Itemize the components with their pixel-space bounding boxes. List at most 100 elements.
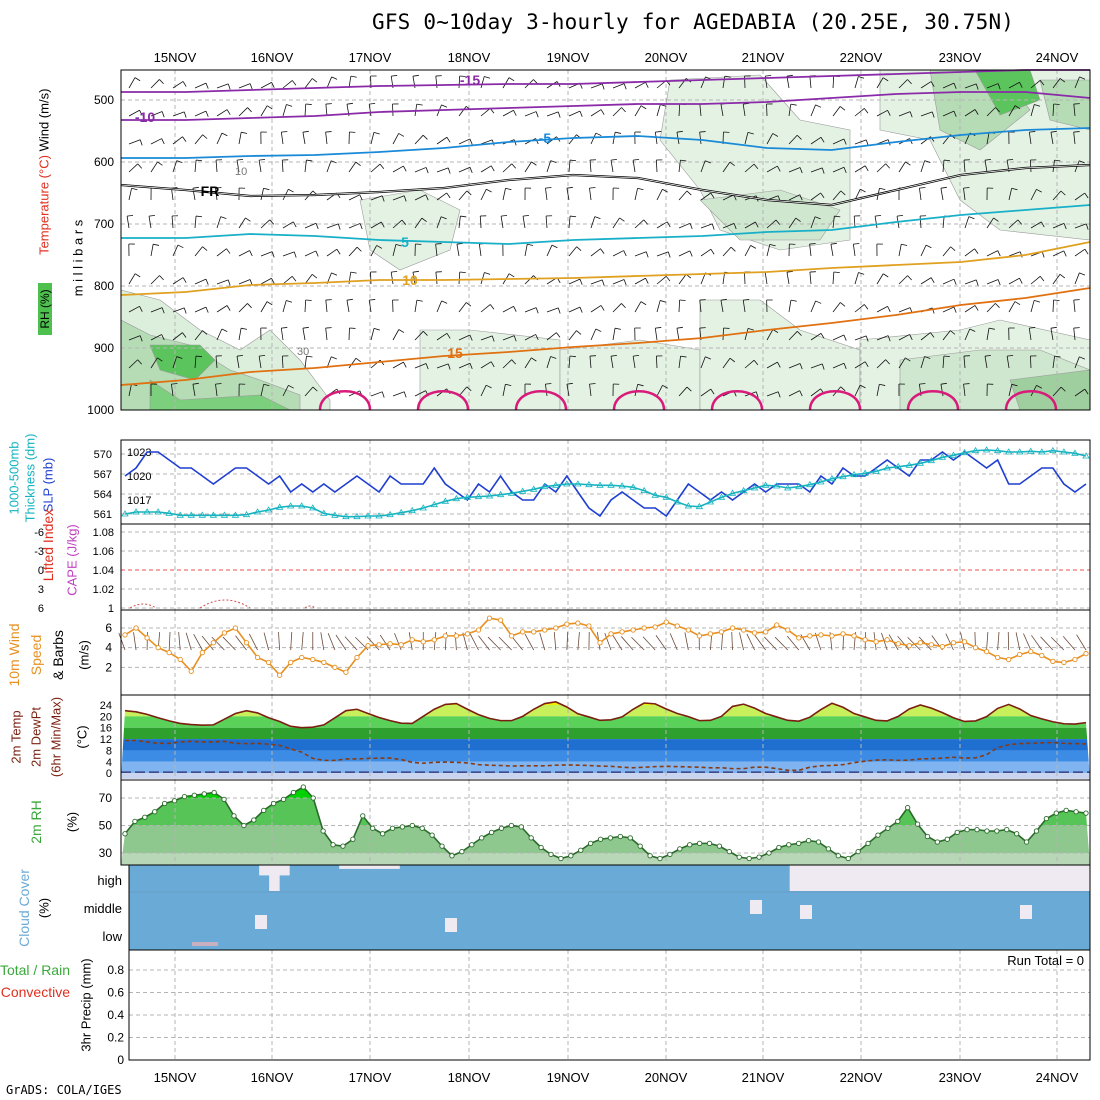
cloud-high-gap bbox=[859, 865, 871, 891]
precip-tick: 0.2 bbox=[107, 1031, 124, 1045]
wind10-ylabel-2: Speed bbox=[28, 635, 44, 675]
rh-legend-swatch bbox=[38, 283, 52, 335]
wind10-speed-line-point bbox=[276, 672, 283, 678]
rh2m-line-point bbox=[627, 835, 633, 841]
rh2m-line-point bbox=[122, 831, 128, 837]
thickness-line-point bbox=[938, 453, 947, 460]
wind10-speed-line-point bbox=[884, 637, 890, 643]
slp-tick: 1020 bbox=[127, 471, 151, 483]
wind10-tick: 4 bbox=[105, 641, 112, 655]
thickness-line-point bbox=[1038, 448, 1046, 455]
thickness-line-point bbox=[1082, 452, 1090, 459]
rh2m-line-point bbox=[914, 821, 921, 827]
cloud-high-gap bbox=[789, 865, 801, 891]
thickness-line-point bbox=[441, 497, 450, 504]
rh2m-line-point bbox=[409, 822, 415, 829]
wind10-speed-line-point bbox=[961, 639, 968, 645]
cloud-high-gap bbox=[259, 865, 270, 876]
thickness-line-point bbox=[231, 511, 240, 518]
rh2m-line-point bbox=[597, 836, 604, 842]
thickness-line-point bbox=[607, 481, 615, 488]
cloud-high-gap bbox=[1069, 865, 1081, 891]
rh2m-line-point bbox=[528, 835, 534, 841]
wind10-speed-line-point bbox=[696, 633, 703, 639]
lifted-index-tick: 6 bbox=[38, 603, 44, 615]
rh2m-tick: 50 bbox=[99, 819, 113, 833]
cloud-high-gap bbox=[359, 865, 370, 869]
time-label-bottom: 22NOV bbox=[840, 1070, 883, 1085]
time-label-bottom: 16NOV bbox=[251, 1070, 294, 1085]
wind10-speed-line-point bbox=[1006, 656, 1012, 663]
thickness-line-point bbox=[640, 486, 648, 494]
warm-contour bbox=[808, 390, 862, 411]
wind10-speed-line-point bbox=[398, 642, 404, 648]
rh2m-line-point bbox=[815, 839, 822, 845]
cloud-high-gap bbox=[999, 865, 1011, 891]
wind10-speed-line-point bbox=[818, 632, 824, 638]
rh2m-line-point bbox=[370, 825, 376, 831]
wind10-ylabel-4: (m/s) bbox=[77, 640, 92, 670]
rh2m-line-point bbox=[142, 814, 148, 820]
thickness-line-point bbox=[960, 448, 969, 456]
rh2m-line-point bbox=[964, 826, 970, 833]
wind10-speed-line-point bbox=[862, 637, 868, 643]
temperature-contour-label: 15 bbox=[447, 345, 463, 361]
warm-contour bbox=[710, 390, 764, 411]
cloud-high-gap bbox=[869, 865, 881, 891]
thickness-line-point bbox=[253, 508, 262, 515]
wind10-speed-line-point bbox=[608, 631, 614, 637]
rh2m-line-point bbox=[389, 825, 396, 831]
rh2m-line-point bbox=[726, 848, 732, 855]
thickness-line-point bbox=[894, 462, 902, 470]
temperature-contour-label: -15 bbox=[460, 72, 480, 88]
time-label-top: 19NOV bbox=[547, 50, 590, 65]
wind10-speed-line-point bbox=[155, 645, 161, 651]
wind10-speed-line-point bbox=[895, 641, 901, 647]
wind10-speed-line-point bbox=[983, 648, 990, 655]
cloud-high-gap bbox=[929, 865, 941, 891]
rh2m-line-point bbox=[558, 855, 564, 862]
rh-band bbox=[121, 798, 1090, 826]
cape-tick: 1.06 bbox=[93, 546, 114, 558]
warm-contour bbox=[514, 390, 568, 411]
rh2m-line-point bbox=[181, 793, 188, 800]
rh2m-line-point bbox=[379, 831, 386, 837]
wind10-speed-line-point bbox=[1061, 659, 1067, 666]
thickness-line-point bbox=[485, 492, 494, 499]
rh2m-line-point bbox=[320, 828, 326, 834]
rh2m-line-point bbox=[845, 855, 851, 862]
thickness-line-point bbox=[750, 484, 759, 491]
cloud-high-gap bbox=[919, 865, 931, 891]
wind10-speed-line-point bbox=[785, 627, 791, 633]
thickness-line-point bbox=[463, 493, 472, 500]
rh2m-line-point bbox=[647, 853, 653, 859]
thickness-line-point bbox=[176, 511, 184, 518]
wind10-speed-line-point bbox=[464, 631, 471, 637]
wind10-speed-line-point bbox=[1050, 658, 1056, 665]
rh2m-line-point bbox=[994, 828, 1000, 834]
wind10-speed-line-point bbox=[763, 629, 769, 635]
rh2m-line-point bbox=[508, 822, 515, 829]
thickness-line-point bbox=[264, 506, 273, 513]
upper-ylabel-temp: Temperature (°C) bbox=[37, 155, 52, 255]
credit-label: GrADS: COLA/IGES bbox=[6, 1083, 122, 1097]
cloud-mid-gap bbox=[750, 900, 762, 914]
thickness-line-point bbox=[364, 512, 372, 519]
thickness-line-point bbox=[320, 509, 328, 516]
wind10-speed-line-point bbox=[288, 659, 294, 666]
temperature-contour-inner bbox=[120, 164, 1091, 206]
time-label-bottom: 23NOV bbox=[939, 1070, 982, 1085]
rh2m-line-point bbox=[984, 828, 990, 834]
rh2m-line-point bbox=[439, 843, 445, 849]
wind10-ylabel-1: 10m Wind bbox=[6, 623, 22, 686]
rh2m-ylabel-2: (%) bbox=[65, 812, 80, 832]
wind10-speed-line-point bbox=[1083, 650, 1089, 657]
cloud-high-gap bbox=[1009, 865, 1021, 891]
wind10-speed-line-point bbox=[972, 645, 979, 651]
thickness-line-point bbox=[375, 512, 383, 519]
wind10-speed-line-point bbox=[122, 632, 128, 638]
slp-tick: 1017 bbox=[127, 495, 151, 507]
temp-band bbox=[121, 705, 1090, 717]
rh2m-line-point bbox=[360, 813, 366, 819]
